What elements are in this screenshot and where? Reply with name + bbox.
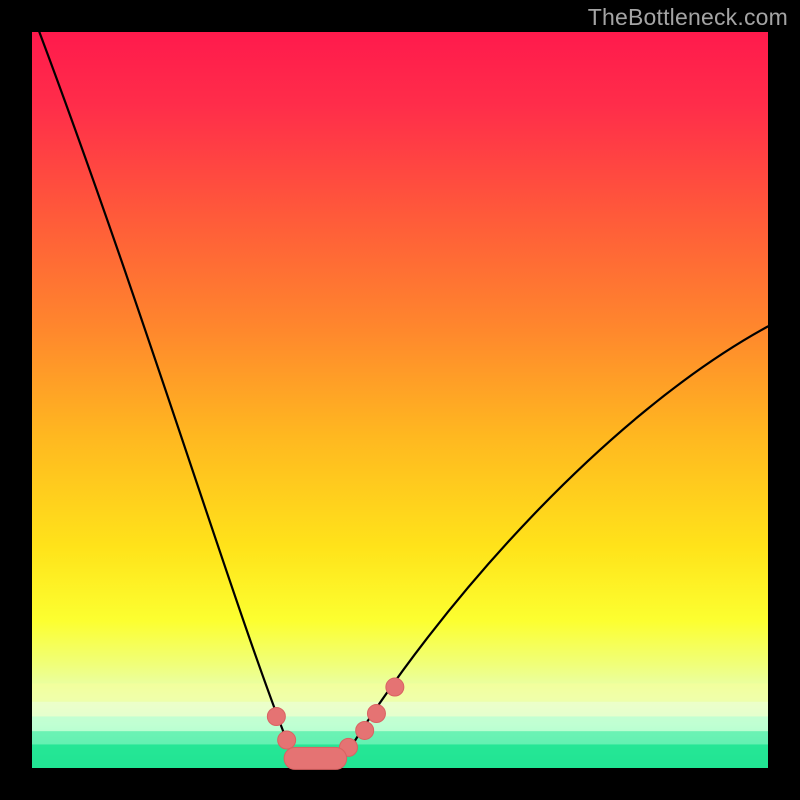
marker-dot — [356, 721, 374, 739]
watermark-text: TheBottleneck.com — [588, 4, 788, 31]
marker-dot — [278, 731, 296, 749]
marker-pill — [284, 747, 347, 769]
marker-dot — [367, 705, 385, 723]
marker-dot — [386, 678, 404, 696]
marker-dot — [267, 707, 285, 725]
bottleneck-chart — [0, 0, 800, 800]
bottom-color-bands — [32, 683, 768, 768]
